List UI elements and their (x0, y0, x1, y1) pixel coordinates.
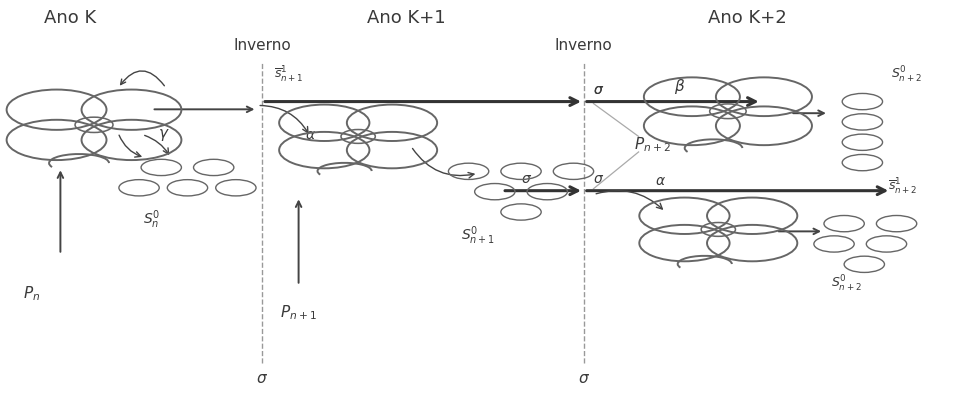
Text: Ano K+1: Ano K+1 (367, 9, 445, 27)
Text: $\sigma$: $\sigma$ (256, 371, 269, 386)
Text: Ano K+2: Ano K+2 (708, 9, 786, 27)
Text: $\sigma$: $\sigma$ (578, 371, 590, 386)
Text: $S_{n}^{0}$: $S_{n}^{0}$ (143, 208, 160, 231)
Text: Ano K: Ano K (43, 9, 97, 27)
Text: $S_{n+2}^{0}$: $S_{n+2}^{0}$ (892, 64, 922, 84)
Text: $\overline{s}_{n+2}^{1}$: $\overline{s}_{n+2}^{1}$ (889, 177, 918, 197)
Text: $\sigma$: $\sigma$ (521, 172, 532, 186)
Text: $\alpha$: $\alpha$ (655, 174, 667, 188)
Text: $\beta$: $\beta$ (674, 77, 686, 95)
Text: $P_n$: $P_n$ (23, 284, 41, 303)
Text: $\sigma$: $\sigma$ (593, 172, 605, 186)
Text: $\overline{s}_{n+1}^{1}$: $\overline{s}_{n+1}^{1}$ (273, 64, 303, 84)
Text: $S_{n+2}^{0}$: $S_{n+2}^{0}$ (831, 274, 862, 294)
Text: $\sigma$: $\sigma$ (593, 83, 605, 97)
Text: Inverno: Inverno (233, 38, 291, 53)
Text: $\sigma$: $\sigma$ (593, 83, 605, 97)
Text: $S_{n+1}^{0}$: $S_{n+1}^{0}$ (461, 224, 496, 246)
Text: $\gamma$: $\gamma$ (158, 127, 170, 143)
Text: Inverno: Inverno (555, 38, 612, 53)
Text: $P_{n+2}$: $P_{n+2}$ (634, 135, 670, 154)
Text: $\alpha$: $\alpha$ (304, 127, 316, 141)
Text: $P_{n+1}$: $P_{n+1}$ (280, 303, 317, 322)
